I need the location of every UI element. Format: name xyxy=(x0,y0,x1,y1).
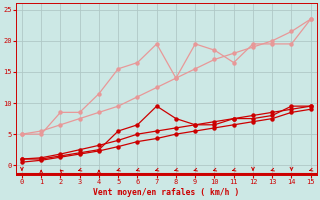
X-axis label: Vent moyen/en rafales ( km/h ): Vent moyen/en rafales ( km/h ) xyxy=(93,188,239,197)
